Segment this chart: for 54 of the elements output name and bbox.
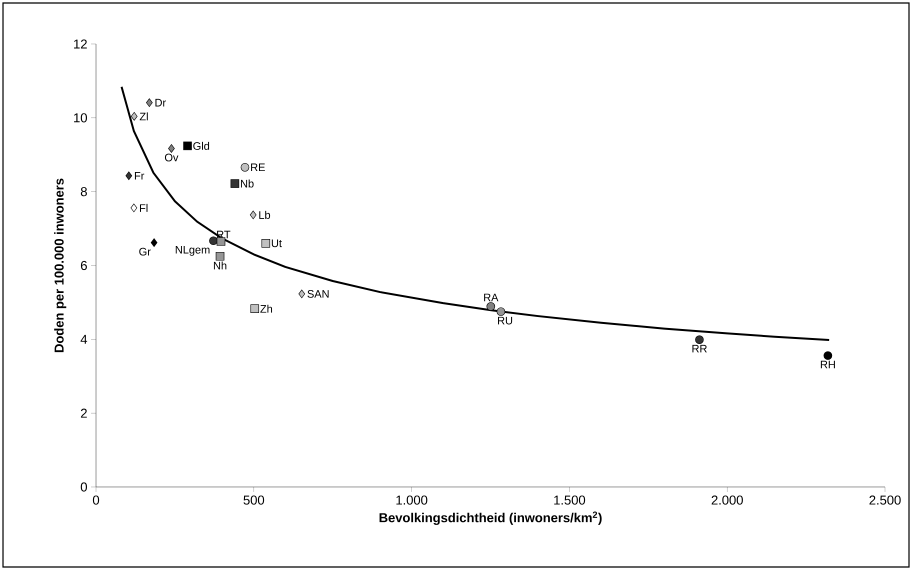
y-tick-label: 6 bbox=[80, 260, 87, 270]
series-label: Zh bbox=[260, 304, 272, 313]
point bbox=[298, 290, 306, 298]
y-axis-title: Doden per 100.000 inwoners bbox=[54, 178, 66, 352]
point bbox=[486, 302, 496, 311]
x-tick-label: 2.000 bbox=[712, 496, 743, 505]
series-label: RU bbox=[498, 316, 512, 324]
y-tick-label: 8 bbox=[80, 187, 87, 196]
series-label: Dr bbox=[155, 98, 166, 106]
series-label: Ov bbox=[164, 154, 178, 162]
point bbox=[150, 238, 158, 247]
point bbox=[250, 304, 260, 313]
point bbox=[250, 210, 256, 220]
x-tick-label: 500 bbox=[244, 496, 264, 505]
point bbox=[230, 179, 240, 188]
series-label: RE bbox=[251, 164, 265, 172]
series-label: Lb bbox=[259, 210, 270, 219]
y-tick-label: 10 bbox=[74, 113, 87, 122]
x-tick-label: 2.500 bbox=[869, 496, 901, 505]
x-axis-title: Bevolkingsdichtheid (inwoners/km$^{2}$) bbox=[380, 512, 602, 525]
series-label: Nh bbox=[214, 261, 226, 270]
y-tick-label: 2 bbox=[80, 408, 87, 418]
x-tick-label: 1.500 bbox=[554, 496, 586, 505]
point bbox=[695, 335, 704, 344]
series-label: Zl bbox=[140, 112, 148, 120]
series-label: Fr bbox=[134, 172, 144, 180]
point bbox=[496, 307, 506, 316]
point bbox=[824, 351, 832, 360]
y-tick-label: 12 bbox=[74, 39, 87, 49]
point bbox=[262, 239, 270, 248]
series-label: Fl bbox=[140, 204, 148, 212]
y-tick-label: 0 bbox=[80, 482, 87, 492]
point bbox=[209, 236, 218, 246]
series-label: RA bbox=[484, 294, 498, 302]
point bbox=[146, 98, 153, 107]
point bbox=[126, 171, 132, 180]
point bbox=[240, 162, 250, 172]
x-tick-label: 1.000 bbox=[396, 496, 428, 505]
point bbox=[183, 142, 192, 150]
line-series bbox=[120, 86, 830, 342]
series-label: Nb bbox=[240, 180, 254, 188]
y-tick-label: 4 bbox=[80, 334, 88, 344]
x-tick-label: 0 bbox=[92, 496, 100, 505]
series-label: NLgem bbox=[176, 246, 210, 256]
series-label: SAN bbox=[307, 290, 329, 298]
point bbox=[168, 144, 175, 153]
point bbox=[130, 204, 138, 212]
point bbox=[130, 112, 138, 121]
series-label: Ut bbox=[272, 240, 282, 248]
series-label: Gr bbox=[139, 248, 151, 256]
point bbox=[216, 252, 224, 261]
series-label: RR bbox=[692, 344, 707, 352]
series-label: Gld bbox=[193, 142, 210, 150]
series-label: RH bbox=[820, 360, 835, 368]
